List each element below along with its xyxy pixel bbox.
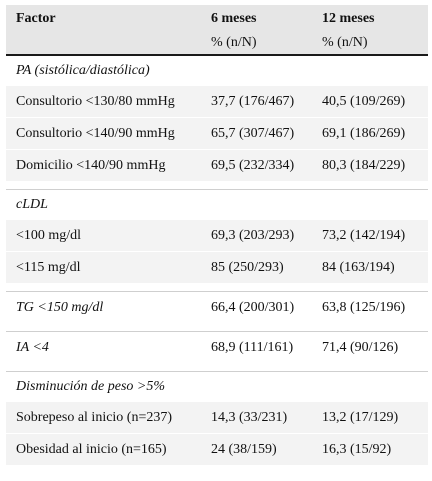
results-table: Factor 6 meses 12 meses % (n/N) % (n/N) … (6, 5, 428, 465)
row-label: Consultorio <140/90 mmHg (6, 117, 201, 150)
row-spacer (6, 323, 428, 332)
row-label: Sobrepeso al inicio (n=237) (6, 402, 201, 434)
row-value-6: 69,5 (232/334) (201, 149, 312, 181)
row-value-6: 14,3 (33/231) (201, 402, 312, 434)
row-value-12: 16,3 (15/92) (312, 433, 428, 465)
header-12-meses: 12 meses (312, 5, 428, 31)
table-row: Domicilio <140/90 mmHg 69,5 (232/334) 80… (6, 149, 428, 181)
row-value-6: 24 (38/159) (201, 433, 312, 465)
row-label: Obesidad al inicio (n=165) (6, 433, 201, 465)
header-factor: Factor (6, 5, 201, 31)
row-spacer (6, 363, 428, 372)
row-spacer (6, 283, 428, 292)
row-label: <100 mg/dl (6, 220, 201, 252)
row-value-6: 69,3 (203/293) (201, 220, 312, 252)
table-row: <115 mg/dl 85 (250/293) 84 (163/194) (6, 251, 428, 283)
table-subheader-row: % (n/N) % (n/N) (6, 31, 428, 56)
section-title-peso: Disminución de peso >5% (16, 379, 166, 394)
row-value-6: 37,7 (176/467) (201, 86, 312, 118)
header-6-meses: 6 meses (201, 5, 312, 31)
subheader-6-meses: % (n/N) (201, 31, 312, 56)
row-value-12: 73,2 (142/194) (312, 220, 428, 252)
row-label: IA <4 (16, 339, 49, 355)
table-row: Sobrepeso al inicio (n=237) 14,3 (33/231… (6, 402, 428, 434)
table-header-row: Factor 6 meses 12 meses (6, 5, 428, 31)
table-row: Consultorio <130/80 mmHg 37,7 (176/467) … (6, 86, 428, 118)
row-value-12: 84 (163/194) (312, 251, 428, 283)
row-value-6: 65,7 (307/467) (201, 117, 312, 150)
section-title-pa: PA (sistólica/diastólica) (16, 63, 150, 78)
row-value-6: 85 (250/293) (201, 251, 312, 283)
row-value-12: 69,1 (186/269) (312, 117, 428, 150)
row-value-6: 66,4 (200/301) (211, 299, 295, 315)
row-label: TG <150 mg/dl (16, 299, 104, 315)
row-value-12: 13,2 (17/129) (312, 402, 428, 434)
table-row: <100 mg/dl 69,3 (203/293) 73,2 (142/194) (6, 220, 428, 252)
row-value-12: 80,3 (184/229) (312, 149, 428, 181)
row-value-12: 71,4 (90/126) (322, 339, 399, 355)
table-row: Consultorio <140/90 mmHg 65,7 (307/467) … (6, 117, 428, 150)
table-row-tg: TG <150 mg/dl 66,4 (200/301) 63,8 (125/1… (6, 292, 428, 324)
row-value-6: 68,9 (111/161) (211, 339, 294, 355)
section-title-cldl: cLDL (16, 197, 48, 212)
table-row: Obesidad al inicio (n=165) 24 (38/159) 1… (6, 433, 428, 465)
row-label: <115 mg/dl (6, 251, 201, 283)
row-value-12: 40,5 (109/269) (312, 86, 428, 118)
row-label: Consultorio <130/80 mmHg (6, 86, 201, 118)
table-row-ia: IA <4 68,9 (111/161) 71,4 (90/126) (6, 332, 428, 364)
row-label: Domicilio <140/90 mmHg (6, 149, 201, 181)
row-value-12: 63,8 (125/196) (322, 299, 406, 315)
row-spacer (6, 181, 428, 190)
subheader-12-meses: % (n/N) (312, 31, 428, 56)
